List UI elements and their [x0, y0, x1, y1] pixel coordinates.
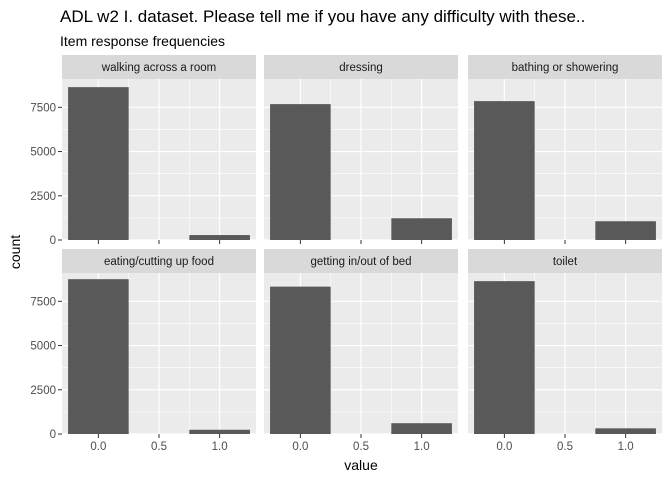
facet-panels: walking across a room 0 2500 5000 7500 dressi…: [30, 55, 662, 453]
y-tick-label: 0: [50, 429, 56, 441]
facet-panel: walking across a room 0 2500 5000 7500: [30, 55, 256, 247]
facet-strip-label: walking across a room: [101, 62, 216, 74]
facet-strip-label: toilet: [553, 256, 578, 268]
bar: [391, 218, 452, 240]
bar: [68, 87, 129, 240]
bar: [270, 286, 331, 434]
x-tick-label: 0.5: [557, 441, 573, 453]
bar: [474, 101, 535, 240]
chart-subtitle: Item response frequencies: [60, 33, 225, 49]
y-axis-title: count: [7, 235, 23, 269]
y-tick-label: 2500: [30, 385, 56, 397]
facet-panel: eating/cutting up food 0 2500 5000 7500 0.0 0.…: [30, 249, 256, 453]
facet-strip: [62, 249, 256, 273]
chart-title: ADL w2 I. dataset. Please tell me if you…: [60, 7, 585, 26]
x-tick-label: 1.0: [618, 441, 634, 453]
facet-strip: [62, 55, 256, 79]
bar: [474, 281, 535, 434]
x-tick-label: 1.0: [414, 441, 430, 453]
y-tick-label: 7500: [30, 296, 56, 308]
y-tick-label: 0: [50, 235, 56, 247]
x-tick-label: 0.0: [496, 441, 512, 453]
facet-strip-label: eating/cutting up food: [104, 256, 214, 268]
facet-strip-label: getting in/out of bed: [310, 256, 411, 268]
x-tick-label: 0.0: [292, 441, 308, 453]
facet-strip-label: bathing or showering: [512, 62, 619, 74]
x-tick-label: 0.5: [151, 441, 167, 453]
facet-strip-label: dressing: [339, 62, 382, 74]
facet-panel: bathing or showering: [468, 55, 662, 244]
bar: [270, 104, 331, 240]
bar: [391, 423, 452, 434]
facet-panel: getting in/out of bed 0.0 0.5 1.0: [264, 249, 458, 453]
bar: [189, 235, 250, 240]
y-tick-label: 5000: [30, 341, 56, 353]
facet-panel: dressing: [264, 55, 458, 244]
bar: [595, 221, 656, 240]
bar: [189, 429, 250, 434]
y-tick-label: 5000: [30, 147, 56, 159]
y-tick-label: 7500: [30, 102, 56, 114]
facet-strip: [264, 55, 458, 79]
x-tick-label: 0.5: [353, 441, 369, 453]
bar: [68, 279, 129, 434]
facet-strip: [468, 249, 662, 273]
y-tick-label: 2500: [30, 191, 56, 203]
x-axis-title: value: [344, 457, 378, 473]
x-tick-label: 0.0: [90, 441, 106, 453]
facet-strip: [468, 55, 662, 79]
facet-panel: toilet 0.0 0.5 1.0: [468, 249, 662, 453]
bar: [595, 428, 656, 434]
x-tick-label: 1.0: [212, 441, 228, 453]
facet-strip: [264, 249, 458, 273]
